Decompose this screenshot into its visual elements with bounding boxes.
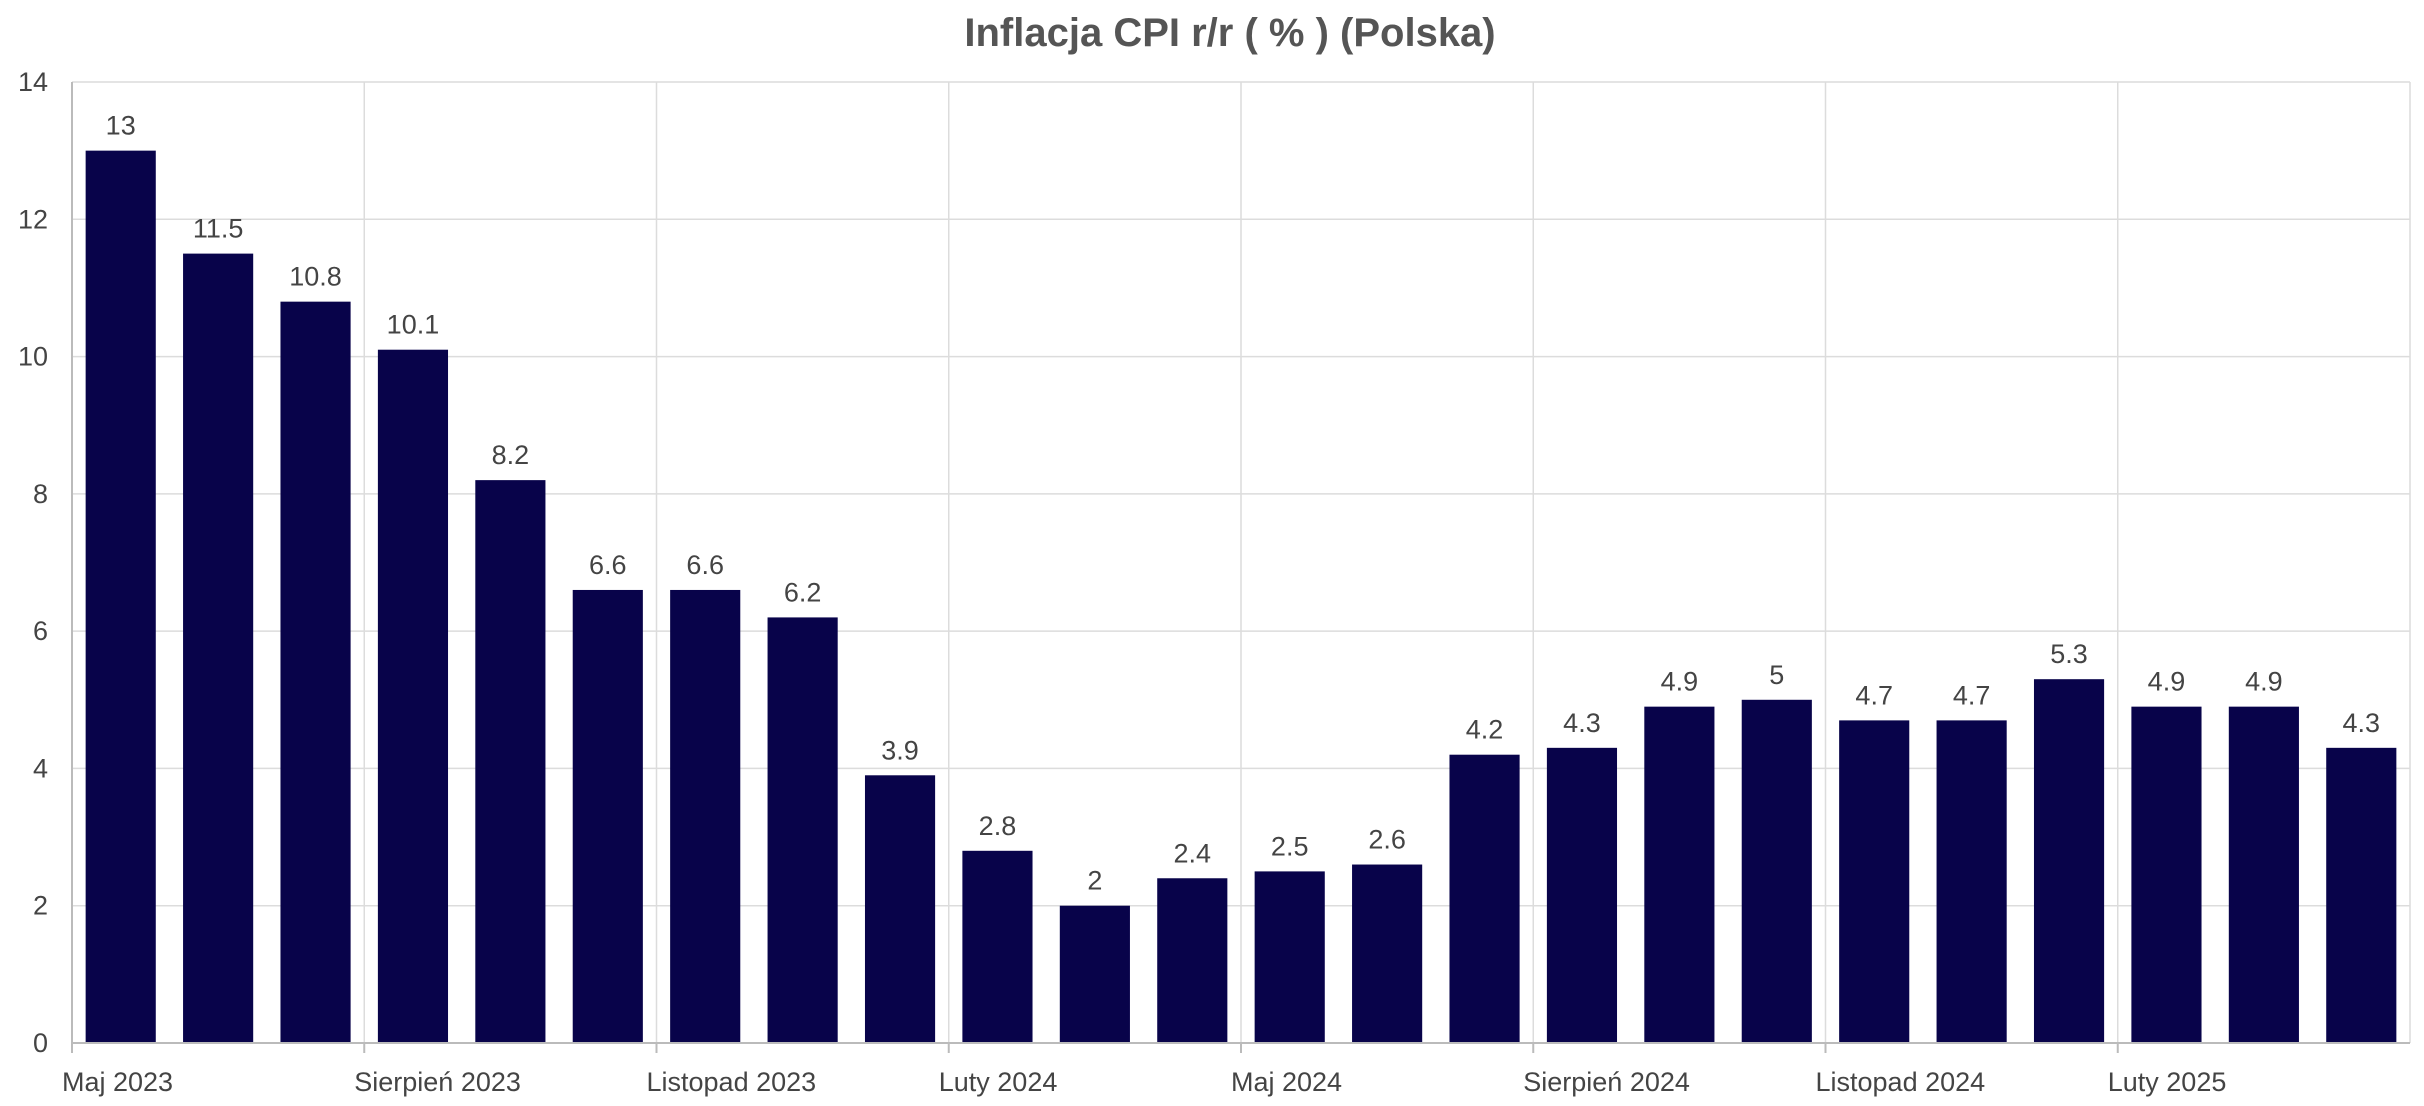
- y-tick-label: 14: [18, 67, 48, 97]
- data-label: 10.1: [387, 310, 440, 340]
- bar[interactable]: [767, 617, 838, 1043]
- data-label: 4.2: [1466, 715, 1504, 745]
- data-label: 2: [1087, 866, 1102, 896]
- y-tick-label: 12: [18, 204, 48, 234]
- x-tick-label: Luty 2025: [2108, 1067, 2227, 1097]
- data-label: 5: [1769, 660, 1784, 690]
- x-tick-label: Listopad 2023: [647, 1067, 817, 1097]
- bar[interactable]: [1644, 706, 1715, 1043]
- y-tick-label: 10: [18, 342, 48, 372]
- bar[interactable]: [1546, 747, 1618, 1043]
- data-label: 4.3: [2343, 708, 2381, 738]
- bar[interactable]: [864, 775, 936, 1043]
- x-tick-label: Maj 2023: [62, 1067, 173, 1097]
- chart-title: Inflacja CPI r/r ( % ) (Polska): [964, 11, 1495, 55]
- grid-layer: [71, 81, 2411, 1044]
- data-label: 5.3: [2050, 639, 2088, 669]
- bar[interactable]: [85, 150, 156, 1044]
- bar[interactable]: [183, 253, 254, 1043]
- x-tick-label: Sierpień 2024: [1523, 1067, 1690, 1097]
- data-label: 2.5: [1271, 831, 1309, 861]
- bars-layer: [85, 150, 2397, 1044]
- y-tick-label: 0: [33, 1028, 48, 1058]
- bar[interactable]: [1839, 720, 1910, 1043]
- data-label: 4.3: [1563, 708, 1601, 738]
- x-tick-label: Luty 2024: [939, 1067, 1058, 1097]
- data-labels-layer: 13 11.5 10.8 10.1 8.2 6.6 6.6 6.2 3.9 2.8 2 2.4 2.5 2…: [106, 111, 2380, 896]
- bar[interactable]: [1254, 871, 1325, 1043]
- bar[interactable]: [1936, 720, 2007, 1043]
- x-tick-label: Sierpień 2023: [354, 1067, 521, 1097]
- data-label: 11.5: [193, 214, 244, 244]
- data-label: 2.4: [1174, 838, 1212, 868]
- bar[interactable]: [1059, 905, 1130, 1043]
- bar[interactable]: [475, 480, 546, 1044]
- bar[interactable]: [377, 349, 449, 1043]
- data-label: 13: [106, 111, 136, 141]
- data-label: 2.6: [1368, 825, 1406, 855]
- y-tick-label: 6: [33, 616, 48, 646]
- data-label: 4.9: [1661, 667, 1699, 697]
- bar[interactable]: [2131, 706, 2202, 1043]
- data-label: 10.8: [289, 262, 342, 292]
- data-label: 6.6: [589, 550, 627, 580]
- data-label: 2.8: [979, 811, 1017, 841]
- bar[interactable]: [1157, 878, 1228, 1043]
- bar[interactable]: [1449, 754, 1520, 1043]
- data-label: 4.7: [1855, 680, 1893, 710]
- data-label: 6.2: [784, 577, 822, 607]
- y-tick-label: 2: [33, 891, 48, 921]
- bar[interactable]: [1741, 699, 1812, 1043]
- x-tick-label: Maj 2024: [1231, 1067, 1342, 1097]
- data-label: 4.9: [2245, 667, 2283, 697]
- y-axis: 0 2 4 6 8 10 12 14: [18, 67, 73, 1058]
- x-axis: Maj 2023 Sierpień 2023 Listopad 2023 Luty 2…: [62, 1042, 2410, 1097]
- bar[interactable]: [2033, 679, 2105, 1043]
- bar[interactable]: [2326, 747, 2397, 1043]
- bar[interactable]: [572, 589, 643, 1043]
- data-label: 3.9: [881, 735, 919, 765]
- x-tick-label: Listopad 2024: [1816, 1067, 1986, 1097]
- bar[interactable]: [1352, 864, 1423, 1043]
- bar[interactable]: [670, 589, 741, 1043]
- data-label: 4.9: [2148, 667, 2186, 697]
- bar[interactable]: [280, 301, 351, 1044]
- y-tick-label: 8: [33, 479, 48, 509]
- data-label: 6.6: [686, 550, 724, 580]
- bar[interactable]: [962, 850, 1033, 1043]
- data-label: 8.2: [492, 440, 530, 470]
- bar[interactable]: [2228, 706, 2299, 1043]
- y-tick-label: 4: [33, 753, 48, 783]
- data-label: 4.7: [1953, 680, 1991, 710]
